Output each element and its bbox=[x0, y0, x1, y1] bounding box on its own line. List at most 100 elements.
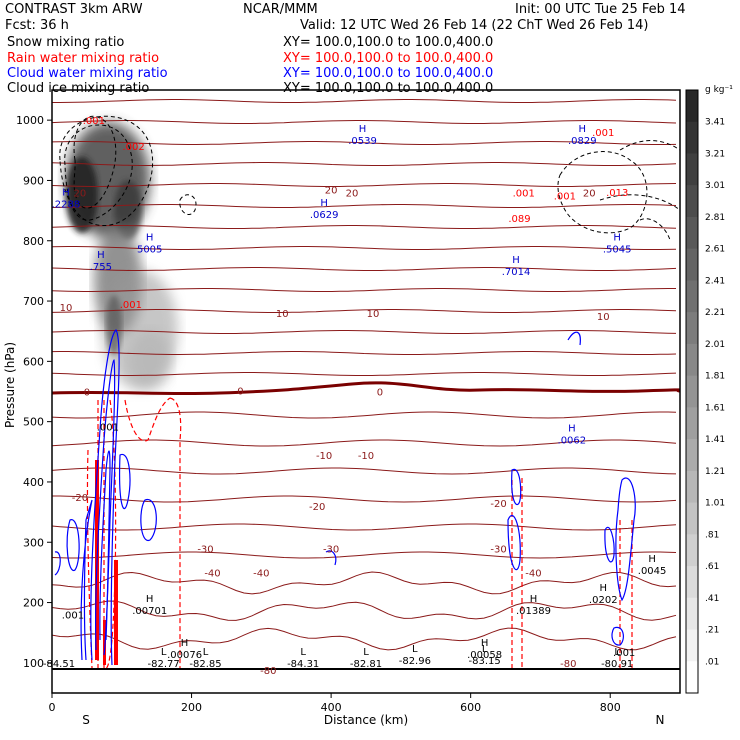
isotherm-line bbox=[52, 467, 677, 475]
extremum-value: -82.81 bbox=[350, 659, 382, 670]
extremum-marker: L bbox=[614, 647, 620, 658]
colorbar: 3.41 3.21 3.01 2.81 2.61 2.41 2.21 2.01 1.81 1.61… bbox=[685, 89, 725, 694]
extremum-value: .001 bbox=[97, 422, 119, 433]
legend-cloudice-name: Cloud ice mixing ratio bbox=[7, 81, 150, 96]
extremum-marker: L bbox=[300, 647, 306, 658]
y-tick-label: 200 bbox=[23, 597, 44, 610]
legend-cloudwater-name: Cloud water mixing ratio bbox=[7, 66, 168, 81]
isotherm-label: 0 bbox=[84, 388, 90, 399]
colorbar-swatch bbox=[686, 375, 698, 408]
colorbar-tick-label: 3.21 bbox=[705, 149, 725, 159]
extremum-value: .2288 bbox=[52, 199, 81, 210]
colorbar-tick-label: 1.61 bbox=[705, 403, 725, 413]
extremum-value: .089 bbox=[508, 214, 530, 225]
colorbar-tick-label: .61 bbox=[705, 562, 719, 572]
isotherm-label: 20 bbox=[346, 189, 359, 200]
isotherm-line bbox=[52, 439, 677, 447]
colorbar-tick-label: 2.81 bbox=[705, 213, 725, 223]
cloud-ice-contours bbox=[59, 115, 680, 241]
extremum-marker: H bbox=[599, 583, 607, 594]
isotherm-label: 0 bbox=[237, 386, 243, 397]
isotherm-line bbox=[52, 351, 677, 355]
snow-shading bbox=[66, 122, 178, 390]
y-tick-label: 400 bbox=[23, 476, 44, 489]
y-tick-label: 500 bbox=[23, 416, 44, 429]
isotherm-line bbox=[52, 162, 677, 166]
x-tick-label: 400 bbox=[321, 701, 342, 714]
endpoint-north-label: N bbox=[656, 713, 665, 727]
colorbar-tick-label: 1.21 bbox=[705, 467, 725, 477]
colorbar-tick-label: .01 bbox=[705, 657, 719, 667]
extremum-marker: L bbox=[203, 647, 209, 658]
extremum-marker: H bbox=[146, 594, 154, 605]
endpoint-south-label: S bbox=[82, 713, 90, 727]
y-axis-label: Pressure (hPa) bbox=[3, 342, 17, 428]
extremum-value: .001 bbox=[513, 189, 535, 200]
isotherm-label: -10 bbox=[358, 451, 374, 462]
extremum-value: -82.77 bbox=[148, 659, 180, 670]
isotherm-line bbox=[52, 309, 677, 313]
colorbar-swatch bbox=[686, 629, 698, 662]
extremum-value: .0045 bbox=[638, 566, 667, 577]
y-tick-label: 700 bbox=[23, 295, 44, 308]
isotherm-line bbox=[52, 411, 677, 419]
extremum-marker: H bbox=[481, 638, 489, 649]
extremum-marker: H bbox=[146, 233, 154, 244]
y-tick-label: 900 bbox=[23, 174, 44, 187]
contour-labels: -80 -80 -40 -40 -40 -30 -30 -30 -20 -20 -20 -10 -10 0… bbox=[43, 116, 667, 677]
x-tick-label: 600 bbox=[460, 701, 481, 714]
colorbar-swatch bbox=[686, 407, 698, 440]
plot-frame bbox=[51, 89, 681, 694]
extremum-value: .00701 bbox=[132, 606, 167, 617]
isotherm-line bbox=[52, 627, 677, 651]
colorbar-swatch bbox=[686, 185, 698, 218]
isotherm-line bbox=[52, 571, 677, 595]
extremum-value: .0202 bbox=[589, 595, 618, 606]
colorbar-tick-label: .21 bbox=[705, 626, 719, 636]
isotherm-label: 10 bbox=[60, 303, 73, 314]
extremum-value: -83.15 bbox=[468, 656, 500, 667]
isotherm-line bbox=[52, 600, 677, 621]
isotherm-line bbox=[52, 141, 677, 145]
extremum-value: .001 bbox=[120, 300, 142, 311]
colorbar-tick-label: 3.41 bbox=[705, 118, 725, 128]
extremum-value: .0062 bbox=[558, 436, 587, 447]
legend-rain-name: Rain water mixing ratio bbox=[7, 51, 160, 66]
extremum-marker: H bbox=[320, 198, 328, 209]
colorbar-swatch bbox=[686, 121, 698, 154]
colorbar-swatch bbox=[686, 502, 698, 535]
colorbar-tick-label: 2.41 bbox=[705, 276, 725, 286]
isotherm-line bbox=[52, 246, 677, 250]
isotherm-line bbox=[52, 551, 677, 559]
extremum-marker: H bbox=[579, 124, 587, 135]
isotherm-label: 20 bbox=[325, 185, 338, 196]
extremum-value: .5045 bbox=[603, 245, 632, 256]
extremum-marker: H bbox=[568, 424, 576, 435]
isotherm-label: -80 bbox=[560, 659, 576, 670]
isotherm-line bbox=[52, 183, 677, 187]
isotherm-line bbox=[52, 225, 677, 229]
colorbar-tick-label: 1.81 bbox=[705, 372, 725, 382]
colorbar-swatch bbox=[686, 153, 698, 186]
colorbar-tick-label: 2.61 bbox=[705, 245, 725, 255]
legend-snow-xy: XY= 100.0,100.0 to 100.0,400.0 bbox=[283, 35, 494, 50]
isotherm-label: -30 bbox=[197, 544, 213, 555]
isotherm-line bbox=[52, 495, 677, 503]
colorbar-tick-label: 1.41 bbox=[705, 435, 725, 445]
extremum-marker: H bbox=[530, 594, 538, 605]
extremum-marker: L bbox=[412, 644, 418, 655]
x-axis-label: Distance (km) bbox=[324, 713, 408, 727]
extremum-value: .0629 bbox=[310, 210, 339, 221]
isotherm-line bbox=[52, 523, 677, 531]
colorbar-tick-label: .81 bbox=[705, 530, 719, 540]
isotherm-label: -30 bbox=[490, 544, 506, 555]
legend-snow-name: Snow mixing ratio bbox=[7, 35, 125, 50]
colorbar-swatch bbox=[686, 312, 698, 345]
extremum-value: .001 bbox=[554, 192, 576, 203]
colorbar-tick-label: 2.21 bbox=[705, 308, 725, 318]
y-tick-label: 800 bbox=[23, 235, 44, 248]
extremum-value: .7014 bbox=[502, 267, 531, 278]
isotherm-label: 10 bbox=[367, 309, 380, 320]
extremum-value: .0829 bbox=[568, 136, 597, 147]
